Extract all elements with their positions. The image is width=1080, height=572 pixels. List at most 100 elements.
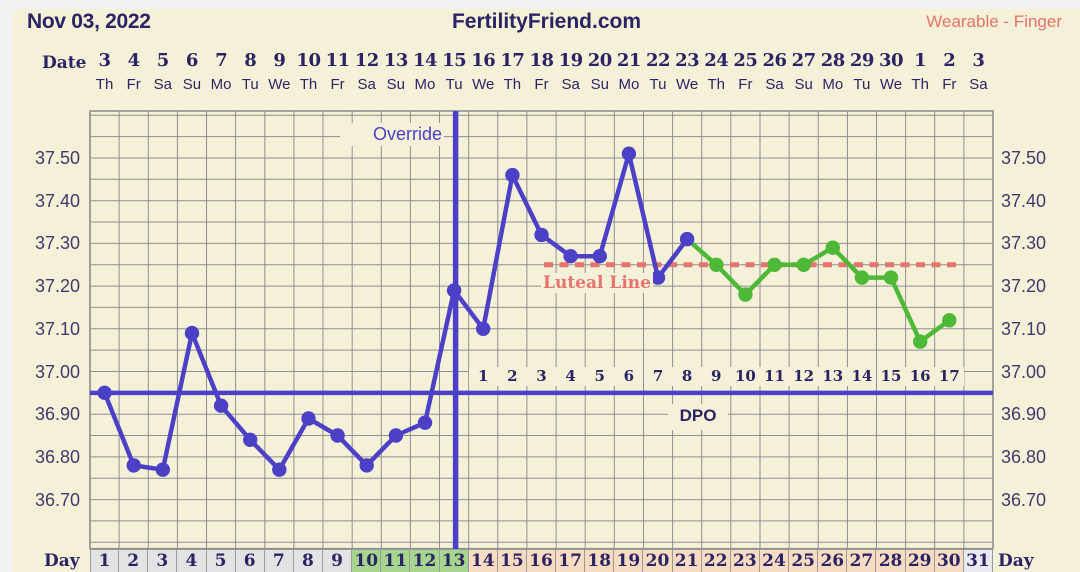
weekday-label: Th bbox=[503, 76, 522, 93]
day-cell[interactable]: 28 bbox=[876, 549, 906, 572]
day-cell[interactable]: 21 bbox=[672, 549, 702, 572]
date-number: 23 bbox=[675, 50, 700, 71]
day-cell[interactable]: 29 bbox=[905, 549, 935, 572]
weekday-label: Su bbox=[386, 76, 406, 93]
y-axis-tick-label: 37.10 bbox=[34, 318, 80, 339]
day-cell[interactable]: 30 bbox=[934, 549, 964, 572]
day-cell[interactable]: 11 bbox=[381, 549, 411, 572]
day-cell[interactable]: 1 bbox=[90, 549, 120, 572]
day-cell[interactable]: 20 bbox=[643, 549, 673, 572]
temp-point[interactable] bbox=[942, 313, 957, 328]
day-cell[interactable]: 4 bbox=[177, 549, 207, 572]
weekday-label: Tu bbox=[445, 76, 463, 93]
y-axis-tick-label: 36.80 bbox=[1001, 446, 1047, 467]
temp-point[interactable] bbox=[709, 257, 724, 272]
temp-point[interactable] bbox=[505, 167, 520, 183]
weekday-label: Fr bbox=[126, 76, 141, 93]
temp-point[interactable] bbox=[738, 287, 753, 302]
day-cell[interactable]: 19 bbox=[614, 549, 644, 572]
day-cell[interactable]: 7 bbox=[264, 549, 294, 572]
temp-point[interactable] bbox=[767, 257, 782, 272]
day-cell[interactable]: 3 bbox=[148, 549, 178, 572]
temp-point[interactable] bbox=[243, 432, 258, 447]
day-cell[interactable]: 17 bbox=[556, 549, 586, 572]
temp-point[interactable] bbox=[446, 283, 462, 298]
day-cell[interactable]: 2 bbox=[119, 549, 149, 572]
weekday-label: Fr bbox=[330, 76, 345, 93]
day-cell[interactable]: 9 bbox=[323, 549, 353, 572]
weekday-label: Mo bbox=[414, 76, 436, 93]
day-cell[interactable]: 15 bbox=[497, 549, 527, 572]
day-cell[interactable]: 23 bbox=[730, 549, 760, 572]
day-cell[interactable]: 31 bbox=[963, 549, 993, 572]
day-cell[interactable]: 27 bbox=[847, 549, 877, 572]
day-cell[interactable]: 8 bbox=[293, 549, 324, 572]
temp-point[interactable] bbox=[825, 240, 840, 255]
dpo-number: 3 bbox=[527, 367, 556, 386]
temp-point[interactable] bbox=[126, 458, 141, 473]
date-number: 14 bbox=[412, 50, 438, 71]
weekday-label: Tu bbox=[853, 76, 871, 93]
day-cell[interactable]: 10 bbox=[352, 549, 382, 572]
temp-point[interactable] bbox=[301, 411, 316, 426]
temp-point[interactable] bbox=[796, 257, 811, 272]
day-cell[interactable]: 24 bbox=[759, 549, 790, 572]
day-cell[interactable]: 6 bbox=[235, 549, 265, 572]
temp-point[interactable] bbox=[650, 270, 666, 285]
dpo-number: 14 bbox=[847, 367, 877, 386]
y-axis-tick-label: 36.70 bbox=[1001, 489, 1047, 510]
date-number: 6 bbox=[185, 50, 199, 71]
weekday-label: Tu bbox=[649, 76, 667, 93]
dpo-number: 7 bbox=[643, 367, 673, 386]
date-number: 22 bbox=[645, 50, 671, 71]
y-axis-tick-label: 37.50 bbox=[1001, 148, 1047, 168]
y-axis-tick-label: 36.70 bbox=[34, 489, 80, 510]
temp-point[interactable] bbox=[155, 462, 170, 477]
dpo-number: 12 bbox=[789, 367, 819, 386]
temp-point[interactable] bbox=[563, 249, 578, 264]
dpo-number: 11 bbox=[760, 367, 790, 386]
temp-point[interactable] bbox=[679, 231, 695, 247]
temp-point[interactable] bbox=[272, 462, 287, 477]
day-cell[interactable]: 18 bbox=[585, 549, 615, 572]
y-axis-tick-label: 36.80 bbox=[34, 446, 80, 467]
day-cell[interactable]: 5 bbox=[206, 549, 236, 572]
day-cell[interactable]: 22 bbox=[701, 549, 731, 572]
day-cell[interactable]: 26 bbox=[818, 549, 848, 572]
y-axis-tick-label: 36.90 bbox=[1001, 404, 1047, 425]
day-cell[interactable]: 13 bbox=[439, 549, 469, 572]
y-axis-tick-label: 37.10 bbox=[1001, 318, 1047, 339]
temp-point[interactable] bbox=[388, 428, 404, 443]
day-cell[interactable]: 12 bbox=[410, 549, 440, 572]
weekday-label: We bbox=[472, 76, 495, 93]
temp-point[interactable] bbox=[359, 458, 374, 473]
temp-point[interactable] bbox=[592, 249, 607, 264]
y-axis-tick-label: 37.00 bbox=[34, 361, 80, 382]
ovulation-override-label: Override bbox=[340, 123, 444, 146]
temp-point[interactable] bbox=[913, 334, 928, 349]
temp-point[interactable] bbox=[330, 428, 345, 443]
y-axis-tick-label: 37.00 bbox=[1001, 361, 1047, 382]
temp-point[interactable] bbox=[213, 398, 229, 413]
temp-point[interactable] bbox=[417, 415, 433, 430]
weekday-label: Th bbox=[911, 76, 929, 93]
day-cell[interactable]: 16 bbox=[526, 549, 557, 572]
weekday-label: Sa bbox=[153, 76, 172, 93]
temp-point[interactable] bbox=[621, 146, 637, 161]
temp-point[interactable] bbox=[854, 270, 870, 285]
weekday-label: Tu bbox=[241, 76, 259, 93]
temp-point[interactable] bbox=[476, 321, 491, 336]
date-number: 28 bbox=[820, 50, 846, 71]
date-number: 2 bbox=[943, 50, 956, 71]
temp-point[interactable] bbox=[97, 385, 112, 400]
temp-point[interactable] bbox=[184, 325, 200, 341]
temp-point[interactable] bbox=[534, 227, 549, 243]
day-cell[interactable]: 14 bbox=[468, 549, 498, 572]
date-number: 29 bbox=[849, 50, 875, 71]
day-cell[interactable]: 25 bbox=[789, 549, 819, 572]
dpo-number: 6 bbox=[614, 367, 644, 386]
temp-point[interactable] bbox=[883, 270, 899, 285]
weekday-label: Sa bbox=[969, 76, 988, 93]
plot-border bbox=[89, 110, 994, 550]
